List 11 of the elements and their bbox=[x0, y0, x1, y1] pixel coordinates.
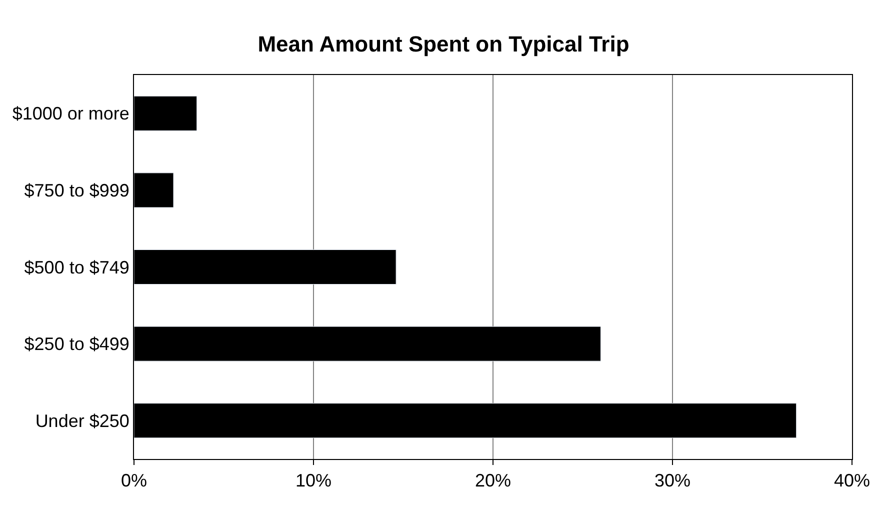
y-tick-label: $250 to $499 bbox=[24, 334, 130, 354]
y-tick-label: $750 to $999 bbox=[24, 180, 130, 200]
x-tick-label: 20% bbox=[474, 470, 512, 491]
x-tick-label: 0% bbox=[120, 470, 148, 491]
y-tick-label: $500 to $749 bbox=[24, 257, 130, 278]
x-tick-label: 10% bbox=[295, 470, 332, 491]
chart-title: Mean Amount Spent on Typical Trip bbox=[258, 31, 630, 56]
x-tick-label: 30% bbox=[654, 470, 691, 491]
y-tick-label: $1000 or more bbox=[12, 104, 130, 124]
y-tick-label: Under $250 bbox=[35, 410, 130, 431]
x-tick-label: 40% bbox=[834, 470, 870, 491]
